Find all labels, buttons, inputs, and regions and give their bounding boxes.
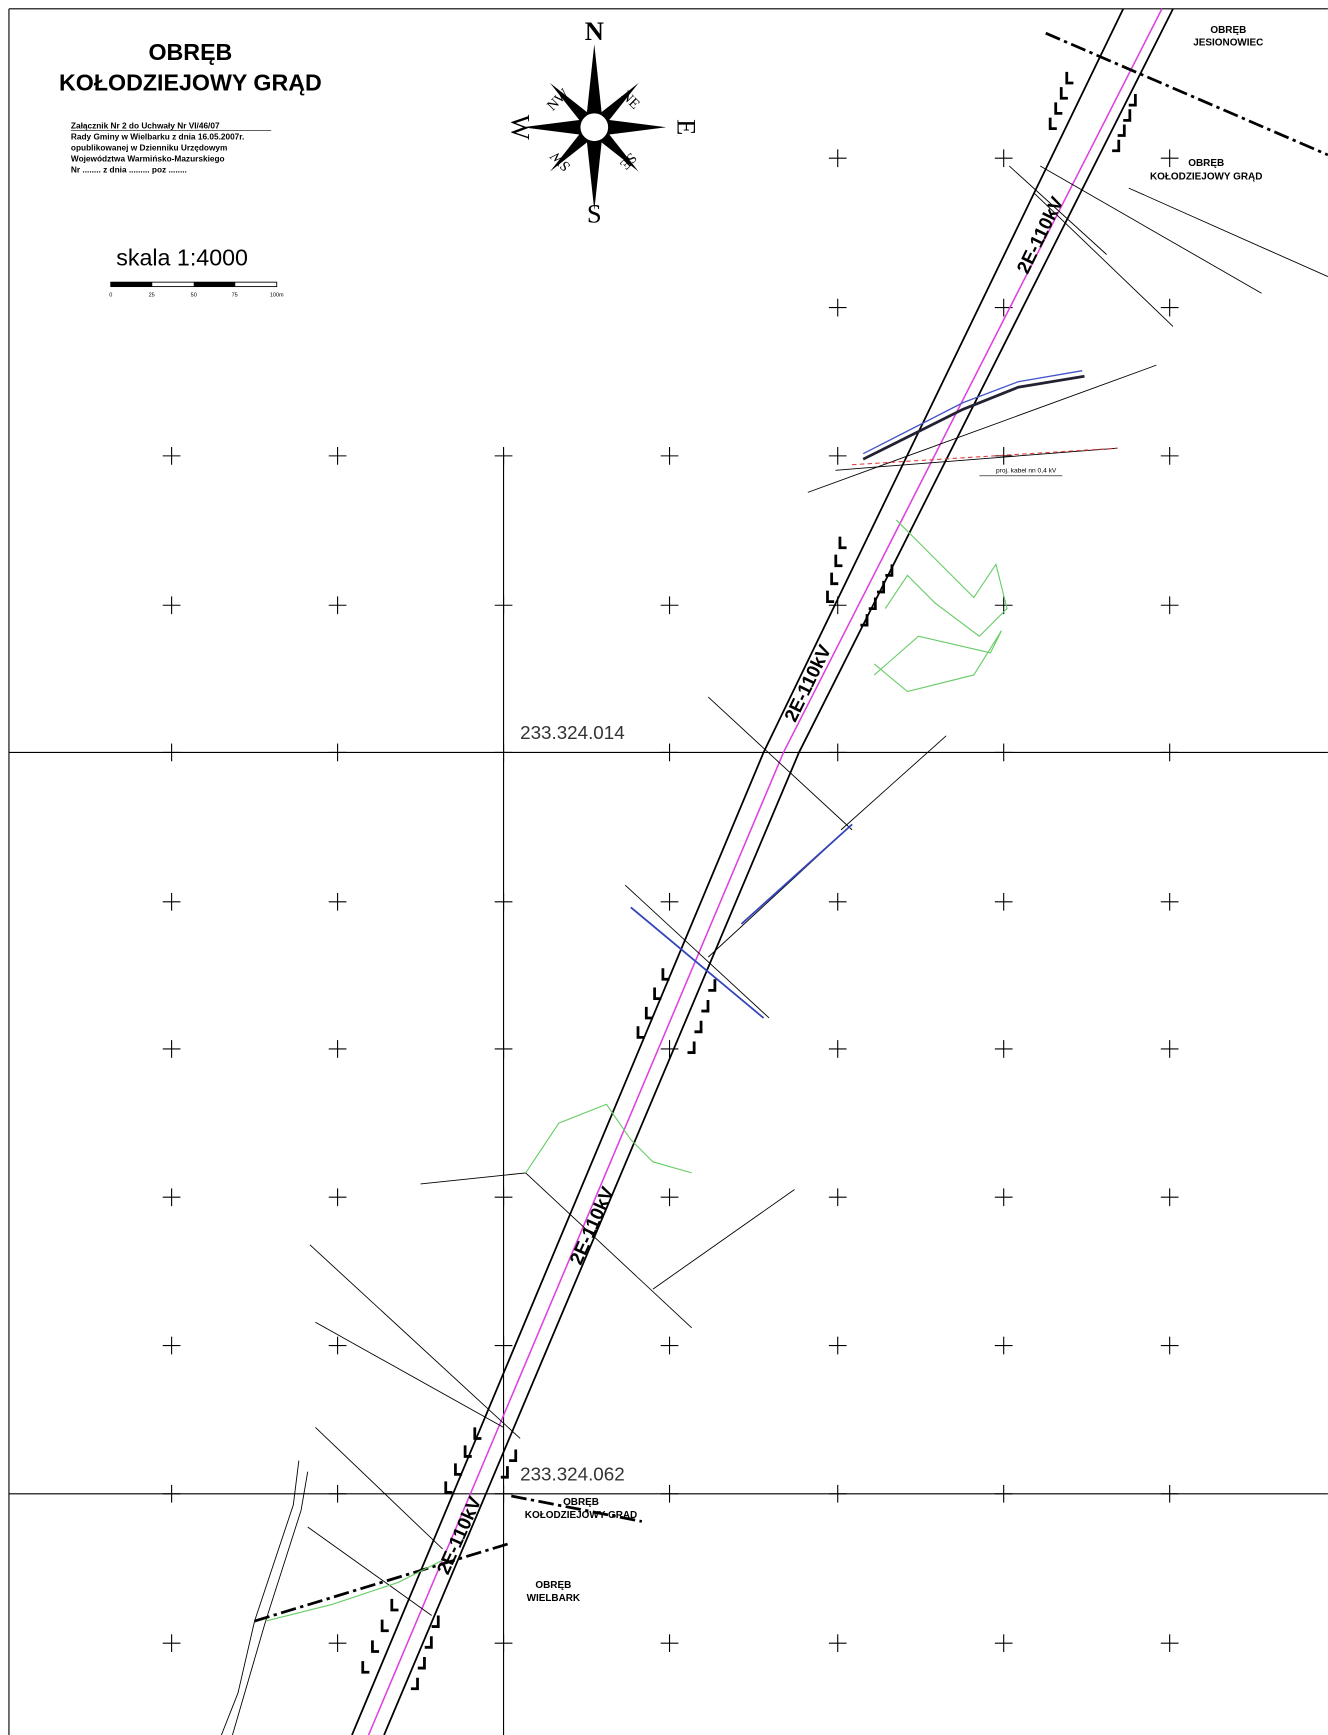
pylon-mark (1118, 124, 1125, 135)
scale-tick: 50 (191, 293, 197, 299)
compass-s: S (587, 198, 602, 228)
map: OBRĘB KOŁODZIEJOWY GRĄD Załącznik Nr 2 d… (0, 0, 1328, 1735)
pylon-mark (1061, 87, 1068, 98)
pylon-mark (832, 573, 839, 584)
area-label: OBRĘB (535, 1580, 571, 1591)
area-label: KOŁODZIEJOWY GRĄD (525, 1510, 637, 1521)
pylon-mark (509, 1450, 516, 1461)
area-label: WIELBARK (527, 1593, 581, 1604)
pylon-mark (1067, 72, 1074, 83)
scale-label: skala 1:4000 (116, 245, 248, 271)
compass-ne: NE (618, 88, 643, 113)
line-label: 2E-110kV (780, 641, 835, 725)
compass: N S E W NW NE SW SE (505, 16, 701, 229)
parcel-lines (221, 33, 1328, 1735)
grid-crosses (163, 149, 1179, 1652)
area-label: OBRĘB (1210, 25, 1246, 36)
area-labels: OBRĘB JESIONOWIEC OBRĘB KOŁODZIEJOWY GRĄ… (525, 25, 1264, 1604)
green-lines (266, 520, 1007, 1621)
coordinate: 233.324.014 (520, 722, 625, 743)
pylon-mark (646, 1007, 653, 1018)
power-line-corridor (352, 9, 1173, 1735)
pylon-mark (392, 1599, 399, 1610)
annex-line: Załącznik Nr 2 do Uchwały Nr VI/46/07 (71, 120, 220, 130)
title-line: OBRĘB (148, 39, 232, 65)
pylon-mark (418, 1657, 425, 1668)
area-label: OBRĘB (563, 1497, 599, 1508)
compass-nw: NW (544, 86, 573, 115)
pylon-mark (701, 1000, 708, 1011)
pylon-mark (688, 1041, 695, 1052)
pylon-mark (836, 555, 843, 566)
pylon-mark (694, 1021, 701, 1032)
annex-line: Nr ........ z dnia ......... poz .......… (71, 165, 187, 175)
pylon-mark (382, 1620, 389, 1631)
pylon-mark (840, 537, 847, 548)
area-label: OBRĘB (1188, 158, 1224, 169)
page: Mapa {"header":{"title":["OBRĘB","KOŁODZ… (0, 0, 1328, 1735)
scale-tick: 0 (109, 293, 112, 299)
pylon-mark (446, 1481, 453, 1492)
compass-w: W (505, 115, 535, 140)
pylon-mark (363, 1661, 370, 1672)
pylon-mark (1112, 140, 1119, 151)
pylon-mark (708, 979, 715, 990)
scale-bar: skala 1:4000 0 25 50 75 100m (109, 245, 284, 299)
scale-tick: 100m (270, 293, 284, 299)
pylon-mark (411, 1678, 418, 1689)
body: OBRĘB KOŁODZIEJOWY GRĄD Załącznik Nr 2 d… (0, 0, 1328, 1735)
pylon-mark (638, 1026, 645, 1037)
pylon-mark (1056, 102, 1063, 113)
compass-e: E (671, 119, 701, 135)
scale-tick: 25 (149, 293, 155, 299)
annex-line: opublikowanej w Dzienniku Urzędowym (71, 142, 227, 152)
scale-tick: 75 (232, 293, 238, 299)
pylon-mark (827, 591, 834, 602)
line-label: 2E-110kV (433, 1493, 486, 1577)
header: OBRĘB KOŁODZIEJOWY GRĄD Załącznik Nr 2 d… (59, 39, 322, 175)
line-label: 2E-110kV (565, 1183, 618, 1267)
compass-n: N (585, 16, 604, 46)
pylon-mark (372, 1640, 379, 1651)
annotation: proj. kabel nn 0,4 kV (996, 467, 1057, 474)
pylon-mark (1050, 118, 1057, 129)
annex-line: Rady Gminy w Wielbarku z dnia 16.05.2007… (71, 131, 244, 141)
area-label: JESIONOWIEC (1193, 37, 1263, 48)
annex-line: Województwa Warmińsko-Mazurskiego (71, 154, 225, 164)
area-label: KOŁODZIEJOWY GRĄD (1150, 171, 1262, 182)
pylon-mark (1123, 109, 1130, 120)
coordinate: 233.324.062 (520, 1464, 625, 1485)
title-line: KOŁODZIEJOWY GRĄD (59, 70, 322, 96)
